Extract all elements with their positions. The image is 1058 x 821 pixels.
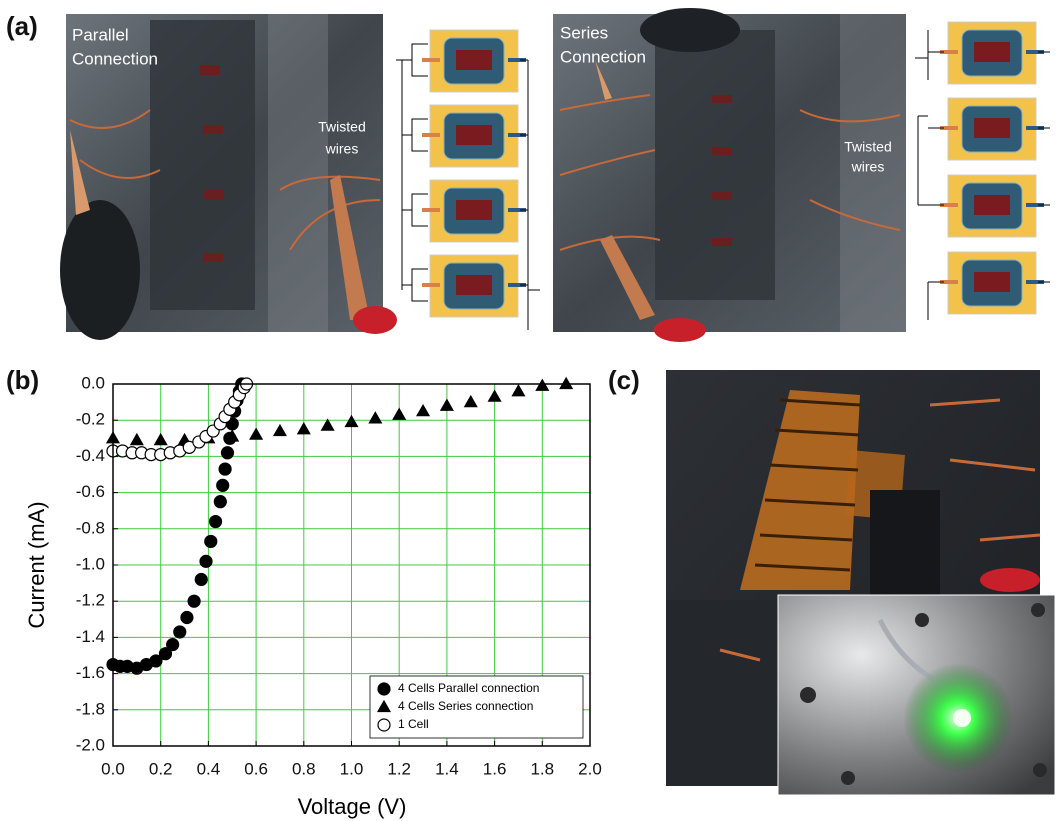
- legend-marker: [378, 719, 390, 731]
- y-tick-label: -1.4: [76, 627, 105, 646]
- photo-annotation: wires: [851, 159, 885, 175]
- legend-label: 4 Cells Parallel connection: [398, 681, 539, 695]
- y-axis-label: Current (mA): [24, 501, 49, 628]
- photo-annotation: wires: [325, 141, 359, 157]
- figure: (a) (b) (c) Parallel Connection Twisted …: [0, 0, 1058, 821]
- y-tick-label: -2.0: [76, 735, 105, 754]
- panel-label: (c): [608, 365, 640, 395]
- x-tick-label: 0.2: [149, 759, 173, 778]
- photo-label: Connection: [72, 49, 158, 68]
- x-tick-label: 2.0: [578, 759, 602, 778]
- y-tick-label: -1.8: [76, 699, 105, 718]
- marker: [217, 479, 229, 491]
- x-axis-label: Voltage (V): [298, 794, 407, 819]
- photo-parallel: Parallel Connection Twisted wires: [60, 14, 397, 340]
- photo-series: Series Connection Twisted wires: [553, 8, 906, 342]
- x-tick-label: 1.2: [387, 759, 411, 778]
- marker: [188, 595, 200, 607]
- marker: [219, 463, 231, 475]
- marker: [214, 496, 226, 508]
- x-tick-label: 1.4: [435, 759, 459, 778]
- photo-label: Series: [560, 23, 608, 42]
- y-tick-label: -1.0: [76, 554, 105, 573]
- panel-label: (a): [6, 11, 38, 41]
- panel-label: (b): [6, 365, 39, 395]
- x-tick-label: 0.4: [197, 759, 221, 778]
- photo-annotation: Twisted: [844, 139, 891, 155]
- marker: [221, 447, 233, 459]
- x-tick-label: 1.6: [483, 759, 507, 778]
- marker: [200, 555, 212, 567]
- y-tick-label: -0.2: [76, 410, 105, 429]
- marker: [210, 516, 222, 528]
- schematic-series: [915, 22, 1050, 320]
- legend-label: 1 Cell: [398, 717, 429, 731]
- legend-marker: [378, 683, 390, 695]
- y-tick-label: 0.0: [81, 373, 105, 392]
- photo-annotation: Twisted: [318, 119, 365, 135]
- x-tick-label: 0.8: [292, 759, 316, 778]
- x-tick-label: 1.8: [530, 759, 554, 778]
- y-tick-label: -0.6: [76, 482, 105, 501]
- marker: [181, 611, 193, 623]
- x-tick-label: 1.0: [340, 759, 364, 778]
- marker: [205, 535, 217, 547]
- legend-label: 4 Cells Series connection: [398, 699, 533, 713]
- marker: [174, 626, 186, 638]
- photo-label: Connection: [560, 47, 646, 66]
- photo-label: Parallel: [72, 25, 129, 44]
- x-tick-label: 0.6: [244, 759, 268, 778]
- x-tick-label: 0.0: [101, 759, 125, 778]
- y-tick-label: -0.4: [76, 446, 105, 465]
- chart: 0.0 0.2 0.4 0.6 0.8 1.0 1.2 1.4 1.6 1.8 2.0 -2.0 -1.…: [24, 373, 602, 818]
- marker: [195, 573, 207, 585]
- y-tick-label: -0.8: [76, 518, 105, 537]
- marker: [167, 639, 179, 651]
- y-tick-label: -1.2: [76, 591, 105, 610]
- photo-led: [666, 370, 1055, 795]
- y-tick-label: -1.6: [76, 663, 105, 682]
- schematic-parallel: [396, 30, 540, 330]
